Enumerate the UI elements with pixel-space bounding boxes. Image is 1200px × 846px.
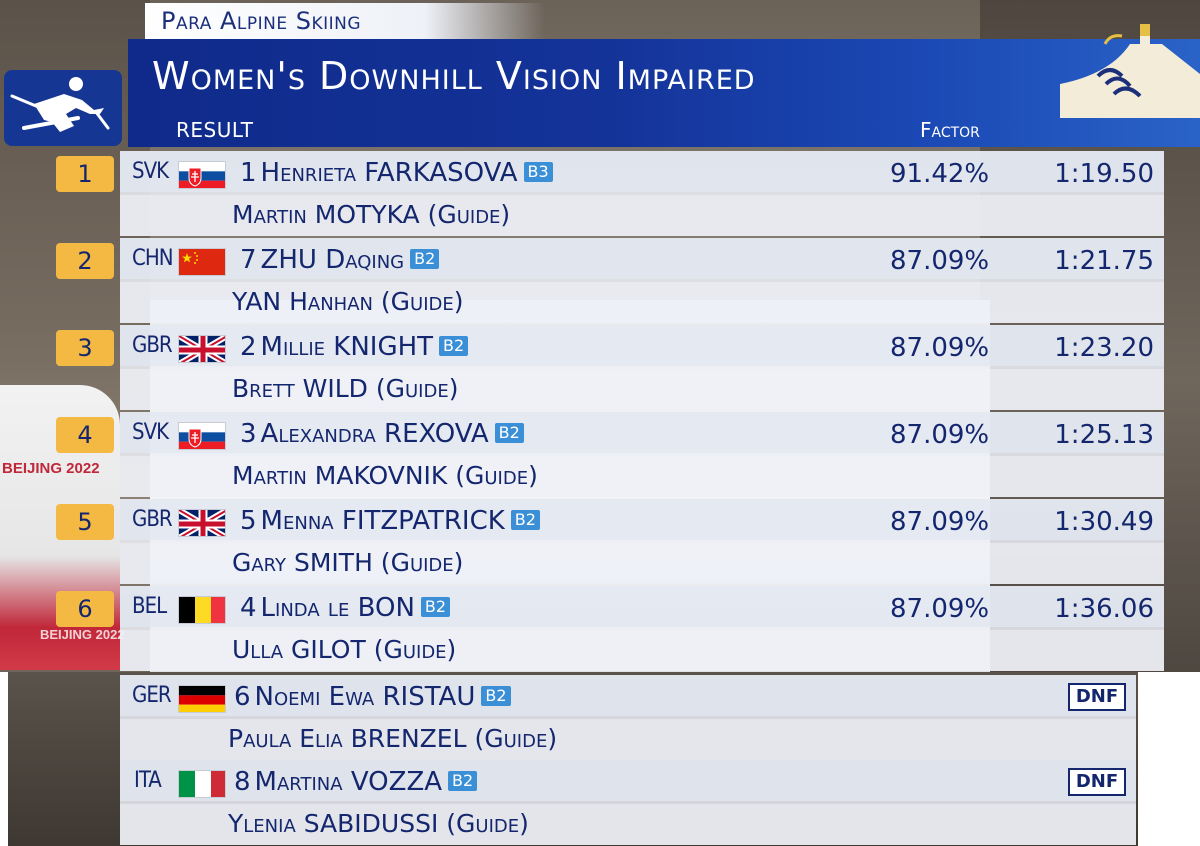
guide-name: Paula Elia BRENZEL (Guide)	[228, 724, 558, 753]
noc-code: GBR	[132, 333, 173, 358]
class-badge: B2	[494, 423, 524, 443]
bib-number: 2	[240, 332, 257, 362]
rank-badge: 5	[56, 504, 114, 540]
para-alpine-skier-icon	[4, 70, 122, 146]
flag-icon	[178, 770, 226, 798]
result-time: 1:30.49	[1054, 507, 1154, 537]
class-badge: B2	[510, 510, 540, 530]
bib-number: 8	[234, 767, 251, 797]
flag-icon	[178, 248, 226, 276]
athlete-name: 6 Noemi Ewa RISTAU B2	[234, 682, 511, 712]
rank-badge: 2	[56, 243, 114, 279]
result-row: ITA 8 Martina VOZZA B2 Ylenia SABIDUSSI (G…	[120, 760, 1136, 845]
bib-number: 5	[240, 506, 257, 536]
flag-icon	[178, 335, 226, 363]
athlete-name: 2 Millie KNIGHT B2	[240, 332, 469, 362]
title-bar	[128, 39, 1200, 147]
result-row: CHN 7 ZHU Daqing B2 YAN Hanhan (Guide) 87.…	[120, 238, 1164, 323]
flag-icon	[178, 685, 226, 713]
guide-name: Brett WILD (Guide)	[232, 374, 459, 403]
result-time: 1:23.20	[1054, 333, 1154, 363]
noc-code: ITA	[134, 768, 162, 793]
rank-badge: 3	[56, 330, 114, 366]
guide-name: Martin MOTYKA (Guide)	[232, 200, 511, 229]
flag-icon	[178, 422, 226, 450]
athlete-name: 3 Alexandra REXOVA B2	[240, 419, 524, 449]
athlete-name: 8 Martina VOZZA B2	[234, 767, 478, 797]
sport-name: Para Alpine Skiing	[145, 3, 545, 39]
result-time: 1:36.06	[1054, 594, 1154, 624]
factor-value: 87.09%	[890, 507, 990, 537]
event-title: Women's Downhill Vision Impaired	[152, 54, 756, 98]
result-row: GER 6 Noemi Ewa RISTAU B2 Paula Elia BRENZ…	[120, 675, 1136, 760]
bib-number: 4	[240, 593, 257, 623]
result-row: GBR 5 Menna FITZPATRICK B2 Gary SMITH (Gui…	[120, 499, 1164, 584]
noc-code: BEL	[132, 594, 167, 619]
rank-badge: 6	[56, 591, 114, 627]
result-row: SVK 3 Alexandra REXOVA B2 Martin MAKOVNIK …	[120, 412, 1164, 497]
factor-value: 87.09%	[890, 333, 990, 363]
class-badge: B2	[448, 771, 478, 791]
bib-number: 7	[240, 245, 257, 275]
noc-code: SVK	[132, 420, 169, 445]
factor-value: 87.09%	[890, 420, 990, 450]
flag-icon	[178, 509, 226, 537]
class-badge: B2	[439, 336, 469, 356]
factor-value: 91.42%	[890, 159, 990, 189]
background-bottom-edge	[1138, 672, 1200, 846]
noc-code: GER	[132, 683, 172, 708]
bib-number: 1	[240, 158, 257, 188]
result-row: SVK 1 Henrieta FARKASOVA B3 Martin MOTYKA …	[120, 151, 1164, 236]
result-row: BEL 4 Linda le BON B2 Ulla GILOT (Guide) 8…	[120, 586, 1164, 671]
result-time: 1:21.75	[1054, 246, 1154, 276]
factor-label: Factor	[920, 118, 980, 142]
bib-number: 3	[240, 419, 257, 449]
guide-name: Ulla GILOT (Guide)	[232, 635, 457, 664]
guide-name: Ylenia SABIDUSSI (Guide)	[228, 809, 529, 838]
background-bottom-edge-left	[0, 672, 8, 846]
class-badge: B2	[481, 686, 511, 706]
athlete-name: 4 Linda le BON B2	[240, 593, 451, 623]
factor-value: 87.09%	[890, 246, 990, 276]
dnf-badge: DNF	[1068, 768, 1126, 796]
result-row: GBR 2 Millie KNIGHT B2 Brett WILD (Guide) …	[120, 325, 1164, 410]
athlete-name: 5 Menna FITZPATRICK B2	[240, 506, 540, 536]
guide-name: Gary SMITH (Guide)	[232, 548, 464, 577]
agitos-icon	[1096, 68, 1142, 98]
noc-code: GBR	[132, 507, 173, 532]
factor-value: 87.09%	[890, 594, 990, 624]
guide-name: Martin MAKOVNIK (Guide)	[232, 461, 538, 490]
noc-code: SVK	[132, 159, 169, 184]
background-venue-text-2: BEIJING 2022	[40, 627, 125, 642]
result-label: RESULT	[176, 118, 254, 142]
athlete-name: 7 ZHU Daqing B2	[240, 245, 440, 275]
rank-badge: 1	[56, 156, 114, 192]
result-time: 1:19.50	[1054, 159, 1154, 189]
class-badge: B2	[420, 597, 451, 617]
class-badge: B3	[523, 162, 553, 182]
background-venue-text: BEIJING 2022	[2, 460, 100, 477]
result-time: 1:25.13	[1054, 420, 1154, 450]
flag-icon	[178, 596, 226, 624]
flag-icon	[178, 161, 226, 189]
rank-badge: 4	[56, 417, 114, 453]
bib-number: 6	[234, 682, 251, 712]
noc-code: CHN	[132, 246, 174, 271]
guide-name: YAN Hanhan (Guide)	[232, 287, 464, 316]
great-wall-logo	[990, 24, 1200, 118]
class-badge: B2	[410, 249, 440, 269]
dnf-badge: DNF	[1068, 683, 1126, 711]
athlete-name: 1 Henrieta FARKASOVA B3	[240, 158, 553, 188]
